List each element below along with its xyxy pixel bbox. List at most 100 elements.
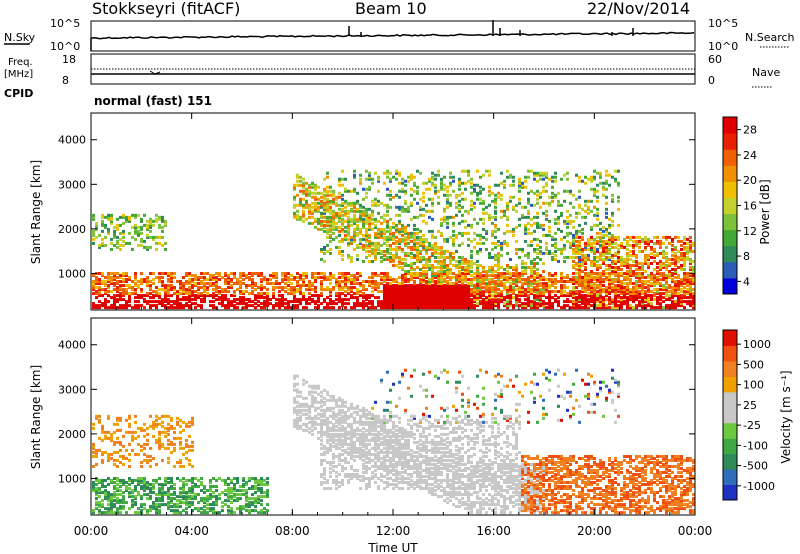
heatmap-cell — [476, 191, 479, 195]
heatmap-cell — [146, 235, 149, 239]
heatmap-cell — [179, 286, 182, 290]
heatmap-cell — [398, 306, 401, 310]
heatmap-cell — [416, 288, 419, 292]
heatmap-cell — [425, 292, 428, 296]
heatmap-cell — [113, 272, 116, 276]
heatmap-cell — [299, 217, 302, 221]
heatmap-cell — [620, 288, 623, 292]
heatmap-cell — [386, 221, 389, 225]
heatmap-cell — [98, 304, 101, 308]
heatmap-cell — [659, 304, 662, 308]
heatmap-cell — [461, 197, 464, 201]
heatmap-cell — [371, 199, 374, 203]
heatmap-cell — [386, 193, 389, 197]
heatmap-cell — [692, 265, 695, 269]
heatmap-cell — [599, 263, 602, 267]
heatmap-cell — [173, 302, 176, 306]
heatmap-cell — [440, 294, 443, 298]
heatmap-cell — [188, 304, 191, 308]
heatmap-cell — [398, 229, 401, 233]
heatmap-cell — [668, 298, 671, 302]
heatmap-cell — [662, 306, 665, 310]
heatmap-cell — [482, 304, 485, 308]
heatmap-cell — [341, 302, 344, 306]
heatmap-cell — [362, 233, 365, 237]
heatmap-cell — [431, 278, 434, 282]
heatmap-cell — [452, 239, 455, 243]
heatmap-cell — [485, 272, 488, 276]
heatmap-cell — [551, 179, 554, 183]
heatmap-cell — [386, 278, 389, 282]
heatmap-cell — [398, 173, 401, 177]
heatmap-cell — [533, 298, 536, 302]
heatmap-cell — [287, 304, 290, 308]
heatmap-cell — [671, 290, 674, 294]
heatmap-cell — [128, 241, 131, 245]
heatmap-cell — [350, 207, 353, 211]
heatmap-cell — [575, 298, 578, 302]
heatmap-cell — [572, 276, 575, 280]
heatmap-cell — [653, 280, 656, 284]
heatmap-cell — [359, 213, 362, 217]
heatmap-cell — [119, 215, 122, 219]
heatmap-cell — [341, 223, 344, 227]
heatmap-cell — [161, 272, 164, 276]
heatmap-cell — [539, 296, 542, 300]
heatmap-cell — [473, 290, 476, 294]
heatmap-cell — [296, 217, 299, 221]
heatmap-cell — [140, 460, 143, 464]
heatmap-cell — [677, 296, 680, 300]
heatmap-cell — [206, 282, 209, 286]
heatmap-cell — [533, 276, 536, 280]
heatmap-cell — [500, 265, 503, 269]
heatmap-cell — [494, 284, 497, 288]
heatmap-cell — [464, 286, 467, 290]
heatmap-cell — [563, 280, 566, 284]
heatmap-cell — [605, 304, 608, 308]
heatmap-cell — [308, 209, 311, 213]
heatmap-cell — [395, 280, 398, 284]
heatmap-cell — [605, 276, 608, 280]
heatmap-cell — [395, 205, 398, 209]
heatmap-cell — [485, 237, 488, 241]
heatmap-cell — [260, 272, 263, 276]
heatmap-cell — [326, 203, 329, 207]
heatmap-cell — [317, 197, 320, 201]
heatmap-cell — [422, 290, 425, 294]
heatmap-cell — [353, 276, 356, 280]
heatmap-cell — [386, 257, 389, 261]
heatmap-cell — [305, 288, 308, 292]
heatmap-cell — [533, 249, 536, 253]
heatmap-cell — [608, 223, 611, 227]
heatmap-cell — [503, 302, 506, 306]
heatmap-cell — [128, 507, 131, 511]
heatmap-cell — [104, 450, 107, 454]
heatmap-cell — [293, 298, 296, 302]
heatmap-cell — [248, 300, 251, 304]
heatmap-cell — [521, 304, 524, 308]
heatmap-cell — [329, 306, 332, 310]
heatmap-cell — [431, 263, 434, 267]
heatmap-cell — [107, 272, 110, 276]
heatmap-cell — [296, 183, 299, 187]
heatmap-cell — [290, 288, 293, 292]
heatmap-cell — [104, 225, 107, 229]
heatmap-cell — [314, 201, 317, 205]
heatmap-cell — [362, 306, 365, 310]
heatmap-cell — [533, 280, 536, 284]
heatmap-cell — [98, 489, 101, 493]
heatmap-cell — [485, 284, 488, 288]
heatmap-cell — [470, 292, 473, 296]
heatmap-cell — [608, 286, 611, 290]
heatmap-cell — [434, 290, 437, 294]
heatmap-cell — [476, 274, 479, 278]
heatmap-cell — [380, 215, 383, 219]
heatmap-cell — [596, 183, 599, 187]
heatmap-cell — [143, 239, 146, 243]
heatmap-cell — [365, 177, 368, 181]
heatmap-cell — [263, 302, 266, 306]
heatmap-cell — [428, 268, 431, 272]
heatmap-cell — [335, 282, 338, 286]
heatmap-cell — [107, 300, 110, 304]
heatmap-cell — [344, 233, 347, 237]
